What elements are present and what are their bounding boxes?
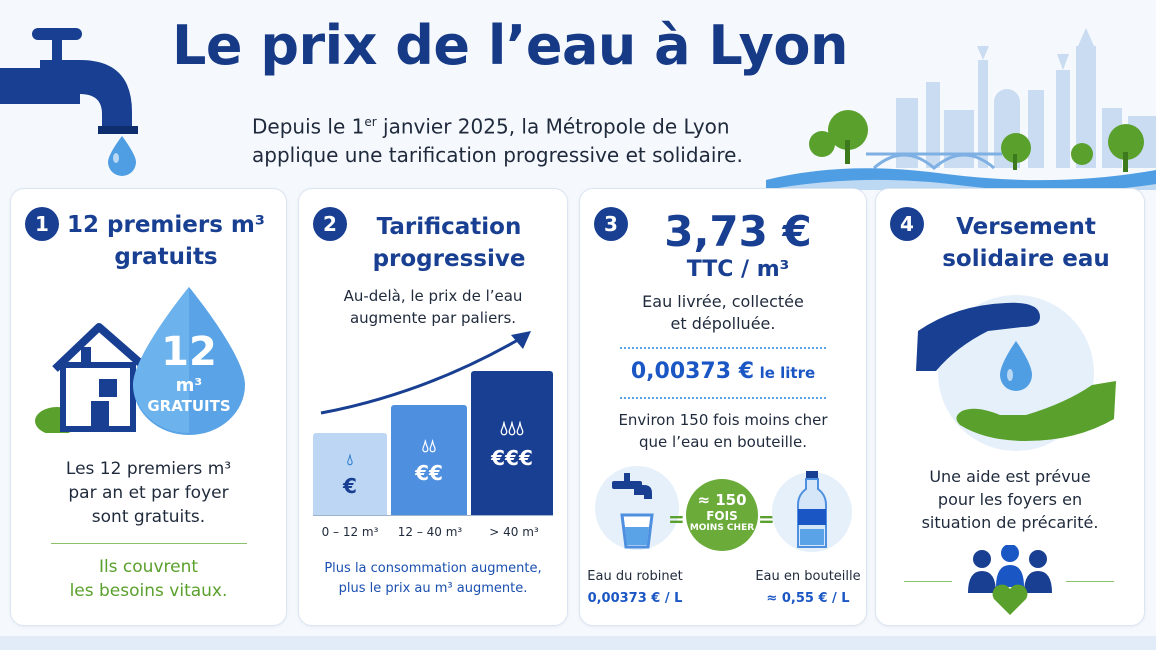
- axis-line: [313, 515, 553, 516]
- page-title: Le prix de l’eau à Lyon: [172, 14, 848, 77]
- divider: [1066, 581, 1114, 582]
- tier-bar-3: 💧︎💧︎💧︎ €€€: [471, 371, 553, 515]
- tier-bar-chart: 💧︎ € 💧︎💧︎ €€ 💧︎💧︎💧︎ €€€: [313, 365, 553, 515]
- bottle-icon: [770, 467, 854, 557]
- tier-bar-2-symbol: €€: [415, 460, 443, 485]
- tier-tick-3: > 40 m³: [489, 525, 539, 539]
- card-description: Une aide est prévue pour les foyers en s…: [921, 467, 1099, 532]
- glass-icon: [594, 463, 680, 553]
- card-highlight: Ils couvrent les besoins vitaux.: [69, 557, 228, 601]
- card-number-badge: 2: [313, 207, 347, 241]
- family-icon: [964, 544, 1056, 617]
- card-title: Tarification progressive: [372, 214, 526, 272]
- tier-tick-2: 12 – 40 m³: [397, 525, 463, 539]
- tier-tick-1: 0 – 12 m³: [321, 525, 379, 539]
- price-value: 3,73 €: [664, 207, 812, 256]
- water-drop-icon: 💧︎: [346, 450, 354, 469]
- tap-label: Eau du robinet: [587, 569, 683, 584]
- litre-price: 0,00373 € le litre: [630, 359, 816, 384]
- card-price: 3 3,73 € TTC / m³ Eau livrée, collectée …: [579, 188, 867, 626]
- divider: [620, 347, 826, 349]
- tier-bar-2: 💧︎💧︎ €€: [391, 405, 467, 515]
- tier-bar-1: 💧︎ €: [313, 433, 387, 515]
- equals-sign: =: [758, 507, 775, 531]
- card-description: Les 12 premiers m³ par an et par foyer s…: [65, 459, 232, 527]
- card-number-badge: 4: [890, 207, 924, 241]
- bottle-label: Eau en bouteille: [755, 569, 861, 584]
- card-description: Eau livrée, collectée et dépolluée.: [642, 292, 804, 333]
- bottom-wave: [0, 636, 1156, 650]
- water-drop-icon: 💧︎💧︎💧︎: [500, 416, 524, 440]
- drop-unit: m³: [175, 375, 203, 396]
- drop-number: 12: [161, 329, 217, 375]
- card-title: 12 premiers m³ gratuits: [67, 212, 265, 270]
- bottle-price: ≈ 0,55 € / L: [766, 591, 850, 606]
- card-number-badge: 3: [594, 207, 628, 241]
- water-drop-icon: 💧︎💧︎: [421, 435, 437, 457]
- city-skyline-icon: [766, 20, 1156, 192]
- equals-sign: =: [668, 507, 685, 531]
- tap-price: 0,00373 € / L: [587, 591, 683, 606]
- card-progressive-pricing: 2 Tarification progressive Au-delà, le p…: [298, 188, 568, 626]
- divider: [620, 397, 826, 399]
- divider: [904, 581, 952, 582]
- tier-bar-3-symbol: €€€: [491, 446, 533, 470]
- card-free-volume: 1 12 premiers m³ gratuits 12 m³ GRATUITS…: [10, 188, 287, 626]
- tier-bar-1-symbol: €: [343, 474, 357, 498]
- comparison-badge: ≈ 150 FOIS MOINS CHER: [686, 479, 758, 551]
- trend-arrow-icon: [317, 327, 537, 417]
- card-title: Versement solidaire eau: [942, 214, 1110, 272]
- card-description: Au-delà, le prix de l’eau augmente par p…: [343, 287, 523, 327]
- divider: [51, 543, 247, 544]
- house-icon: [35, 305, 155, 435]
- heart-icon: [992, 584, 1028, 615]
- card-number-badge: 1: [25, 207, 59, 241]
- water-drop-icon: [129, 285, 249, 435]
- subtitle-line-2: applique une tarification progressive et…: [252, 142, 743, 167]
- drop-label: GRATUITS: [147, 397, 231, 415]
- comparison-text: Environ 150 fois moins cher que l’eau en…: [618, 411, 828, 451]
- card-solidarity: 4 Versement solidaire eau Une aide est p…: [875, 188, 1145, 626]
- page-subtitle: Depuis le 1er janvier 2025, la Métropole…: [252, 108, 812, 169]
- subtitle-line-1: Depuis le 1er janvier 2025, la Métropole…: [252, 114, 730, 139]
- card-footer: Plus la consommation augmente, plus le p…: [324, 561, 542, 596]
- faucet-icon: [0, 8, 150, 178]
- price-unit: TTC / m³: [686, 257, 790, 282]
- hands-icon: [916, 291, 1116, 451]
